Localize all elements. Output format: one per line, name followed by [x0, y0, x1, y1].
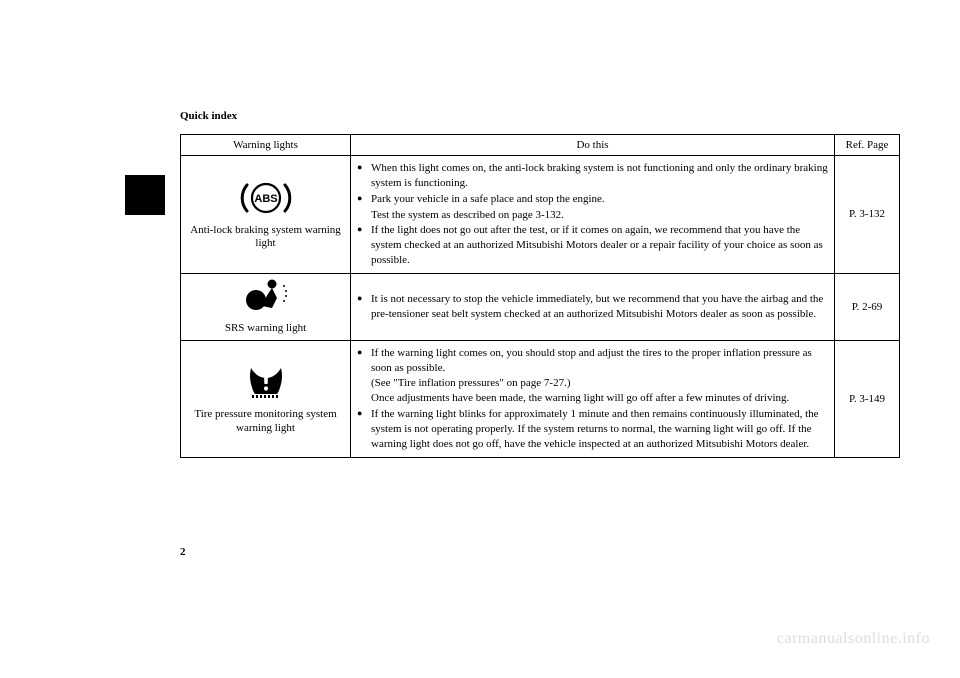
table-row: ABS Anti-lock braking system warning lig… [181, 156, 900, 274]
page-number: 2 [180, 546, 186, 558]
page-content: Quick index Warning lights Do this Ref. … [180, 110, 900, 458]
do-this-cell: When this light comes on, the anti-lock … [351, 156, 835, 274]
do-this-item: Park your vehicle in a safe place and st… [357, 192, 828, 207]
icon-caption: Anti-lock braking system warning light [187, 224, 344, 252]
col-header-warning-lights: Warning lights [181, 135, 351, 156]
ref-page-cell: P. 3-132 [835, 156, 900, 274]
do-this-item: If the warning light blinks for approxim… [357, 407, 828, 452]
watermark-text: carmanualsonline.info [777, 630, 930, 648]
do-this-item: If the warning light comes on, you shoul… [357, 346, 828, 376]
warning-lights-table: Warning lights Do this Ref. Page ABS [180, 134, 900, 458]
ref-page-cell: P. 2-69 [835, 273, 900, 340]
col-header-do-this: Do this [351, 135, 835, 156]
icon-cell-srs: SRS warning light [181, 273, 351, 340]
icon-cell-abs: ABS Anti-lock braking system warning lig… [181, 156, 351, 274]
table-row: SRS warning light It is not necessary to… [181, 273, 900, 340]
icon-cell-tpms: Tire pressure monitoring system warning … [181, 340, 351, 457]
tpms-icon [243, 362, 289, 402]
do-this-subline: Once adjustments have been made, the war… [357, 391, 828, 406]
do-this-item: When this light comes on, the anti-lock … [357, 161, 828, 191]
table-row: Tire pressure monitoring system warning … [181, 340, 900, 457]
do-this-item: If the light does not go out after the t… [357, 223, 828, 268]
svg-text:ABS: ABS [254, 193, 277, 205]
do-this-item: It is not necessary to stop the vehicle … [357, 292, 828, 322]
col-header-ref-page: Ref. Page [835, 135, 900, 156]
table-header-row: Warning lights Do this Ref. Page [181, 135, 900, 156]
do-this-subline: (See "Tire inflation pressures" on page … [357, 376, 828, 391]
icon-caption: Tire pressure monitoring system warning … [187, 408, 344, 436]
section-tab [125, 175, 165, 215]
do-this-subline: Test the system as described on page 3-1… [357, 208, 828, 223]
srs-icon [242, 278, 290, 316]
do-this-cell: It is not necessary to stop the vehicle … [351, 273, 835, 340]
ref-page-cell: P. 3-149 [835, 340, 900, 457]
do-this-cell: If the warning light comes on, you shoul… [351, 340, 835, 457]
icon-caption: SRS warning light [225, 322, 306, 336]
abs-icon: ABS [238, 178, 294, 218]
page-header-title: Quick index [180, 110, 900, 122]
